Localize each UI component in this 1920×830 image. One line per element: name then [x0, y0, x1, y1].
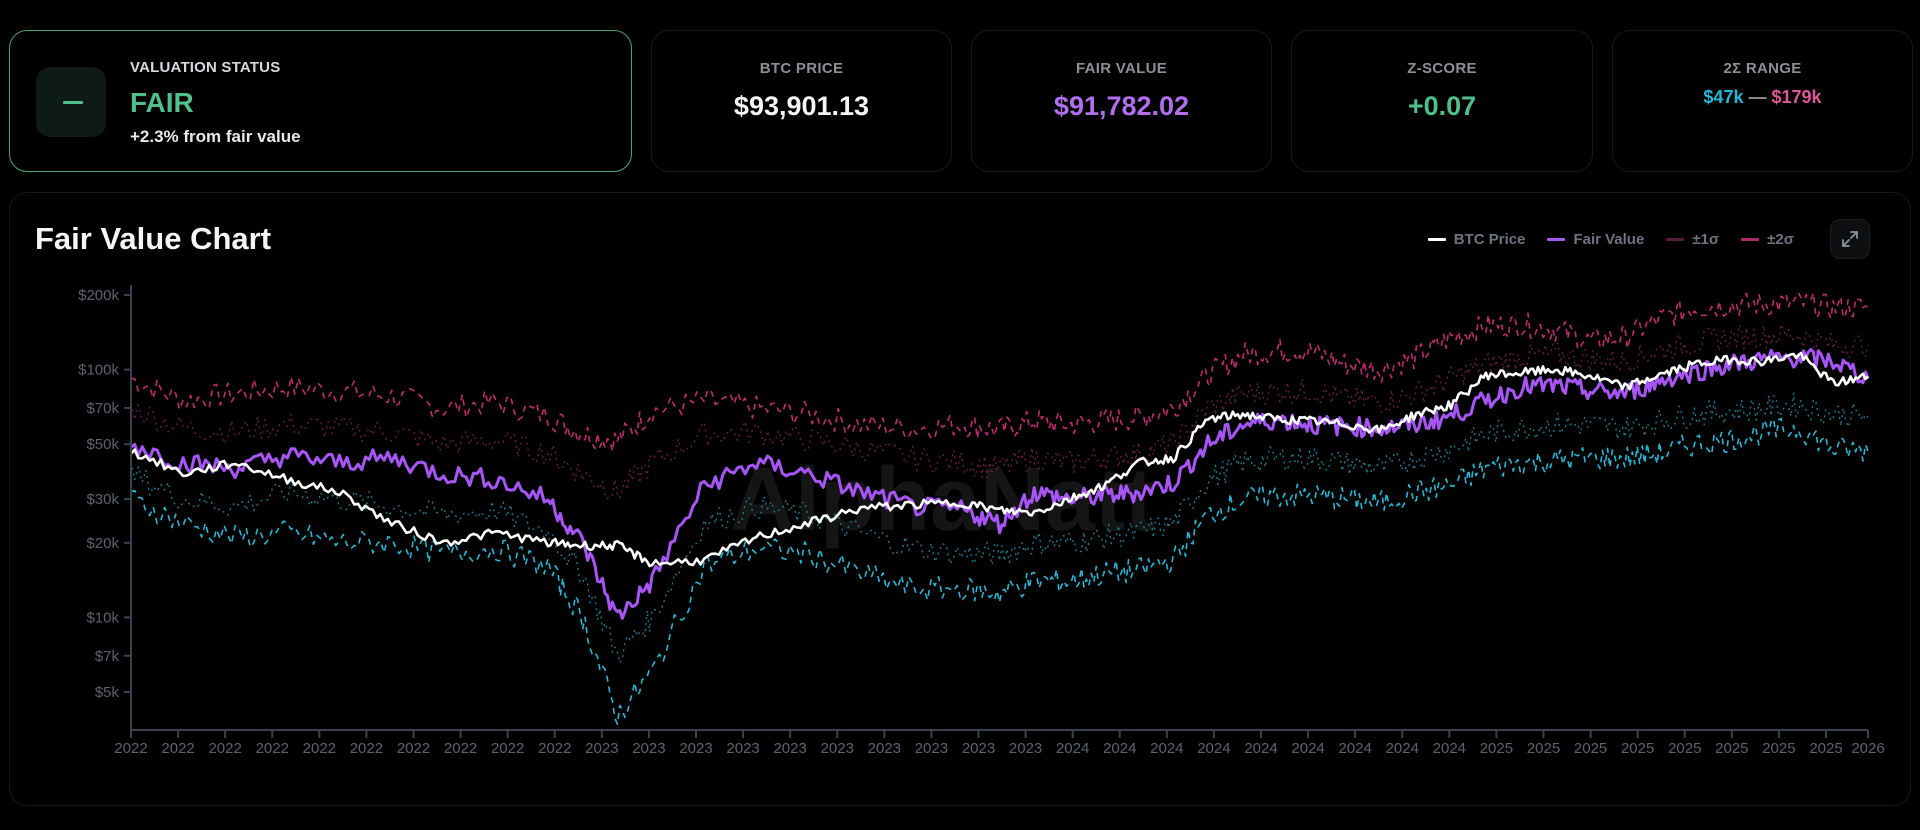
two-sigma-range-card: 2Σ RANGE $47k — $179k — [1612, 30, 1913, 172]
x-tick-label: 2024 — [1056, 740, 1089, 757]
series-btc-price — [130, 351, 1869, 568]
minus-icon — [36, 67, 106, 137]
z-score-value: +0.07 — [1407, 91, 1477, 121]
series-fair-value — [130, 348, 1870, 620]
fair-value-label: FAIR VALUE — [1075, 60, 1168, 77]
valuation-status-card: VALUATION STATUS FAIR +2.3% from fair va… — [9, 30, 632, 172]
status-value: FAIR — [130, 87, 194, 118]
status-subtitle: +2.3% from fair value — [130, 127, 301, 146]
range-low: $47k — [1703, 87, 1744, 107]
y-tick-label: $200k — [78, 287, 119, 304]
fair-value-chart-panel: Fair Value Chart BTC Price Fair Value ±1… — [9, 192, 1911, 806]
x-tick-label: 2023 — [585, 740, 618, 757]
legend-swatch-2sigma — [1741, 238, 1760, 241]
x-tick-label: 2024 — [1338, 740, 1371, 757]
x-tick-label: 2022 — [114, 740, 147, 757]
x-tick-label: 2025 — [1527, 740, 1560, 757]
x-tick-label: 2023 — [679, 740, 712, 757]
status-label: VALUATION STATUS — [130, 59, 281, 76]
legend-label-1sigma: ±1σ — [1692, 231, 1720, 248]
range-high: $179k — [1771, 87, 1822, 107]
legend-btc-price[interactable]: BTC Price — [1427, 231, 1526, 248]
x-tick-label: 2024 — [1150, 740, 1183, 757]
z-score-card: Z-SCORE +0.07 — [1291, 30, 1593, 172]
x-tick-label: 2024 — [1433, 740, 1466, 757]
x-tick-label: 2023 — [773, 740, 806, 757]
x-tick-label: 2025 — [1762, 740, 1795, 757]
x-tick-label: 2022 — [161, 740, 194, 757]
legend-label-btc: BTC Price — [1453, 231, 1526, 248]
y-tick-label: $7k — [95, 648, 120, 665]
range-separator: — — [1748, 87, 1767, 107]
y-tick-label: $5k — [95, 684, 120, 701]
x-tick-label: 2023 — [632, 740, 665, 757]
chart-series — [130, 291, 1870, 725]
x-tick-label: 2024 — [1244, 740, 1277, 757]
x-tick-label: 2023 — [821, 740, 854, 757]
x-tick-label: 2024 — [1197, 740, 1230, 757]
expand-chart-button[interactable] — [1830, 219, 1870, 259]
x-tick-label: 2022 — [538, 740, 571, 757]
y-tick-label: $70k — [86, 400, 119, 417]
x-tick-label: 2022 — [491, 740, 524, 757]
legend-fair-value[interactable]: Fair Value — [1547, 231, 1644, 248]
y-tick-label: $30k — [86, 491, 119, 508]
y-axis: $200k $100k $70k $50k $30k $20k $10k $7k $5k — [78, 285, 132, 730]
legend-swatch-fair — [1547, 238, 1566, 241]
expand-icon — [1842, 231, 1858, 247]
btc-price-card: BTC PRICE $93,901.13 — [651, 30, 952, 172]
x-tick-label: 2024 — [1103, 740, 1136, 757]
series--2- — [130, 291, 1869, 453]
btc-price-label: BTC PRICE — [759, 60, 844, 77]
series--1- — [130, 392, 1869, 664]
x-tick-label: 2024 — [1291, 740, 1324, 757]
x-tick-label: 2025 — [1574, 740, 1607, 757]
x-tick-label: 2022 — [208, 740, 241, 757]
btc-price-value: $93,901.13 — [733, 91, 870, 121]
x-tick-label: 2023 — [726, 740, 759, 757]
chart-title: Fair Value Chart — [35, 221, 272, 256]
x-tick-label: 2022 — [303, 740, 336, 757]
fair-value-value: $91,782.02 — [1053, 91, 1190, 121]
x-tick-label: 2025 — [1809, 740, 1842, 757]
legend-label-2sigma: ±2σ — [1767, 231, 1794, 248]
x-tick-label: 2025 — [1621, 740, 1654, 757]
x-tick-label: 2022 — [350, 740, 383, 757]
x-axis: 2022 2022 2022 2022 2022 2022 2022 2022 2022 2022… — [114, 729, 1885, 757]
x-tick-label: 2023 — [1009, 740, 1042, 757]
y-tick-label: $50k — [86, 436, 119, 453]
fair-value-card: FAIR VALUE $91,782.02 — [971, 30, 1272, 172]
legend-swatch-btc — [1427, 238, 1446, 241]
z-score-label: Z-SCORE — [1407, 60, 1477, 77]
x-tick-label: 2026 — [1851, 740, 1884, 757]
series--2- — [130, 417, 1869, 725]
x-tick-label: 2022 — [256, 740, 289, 757]
range-value: $47k — $179k — [1613, 87, 1912, 108]
y-tick-label: $10k — [86, 609, 119, 626]
x-tick-label: 2024 — [1386, 740, 1419, 757]
legend-label-fair: Fair Value — [1573, 231, 1645, 248]
legend-swatch-1sigma — [1666, 238, 1685, 241]
x-tick-label: 2023 — [915, 740, 948, 757]
x-tick-label: 2022 — [397, 740, 430, 757]
y-tick-label: $20k — [86, 535, 119, 552]
x-tick-label: 2025 — [1715, 740, 1748, 757]
range-label: 2Σ RANGE — [1723, 60, 1802, 77]
x-tick-label: 2025 — [1480, 740, 1513, 757]
legend-1-sigma[interactable]: ±1σ — [1666, 231, 1719, 248]
x-tick-label: 2025 — [1668, 740, 1701, 757]
x-tick-label: 2023 — [962, 740, 995, 757]
x-tick-label: 2023 — [868, 740, 901, 757]
legend-2-sigma[interactable]: ±2σ — [1741, 231, 1794, 248]
x-tick-label: 2022 — [444, 740, 477, 757]
series--1- — [130, 323, 1869, 500]
y-tick-label: $100k — [78, 362, 119, 379]
chart-legend: BTC Price Fair Value ±1σ ±2σ — [1427, 231, 1794, 248]
